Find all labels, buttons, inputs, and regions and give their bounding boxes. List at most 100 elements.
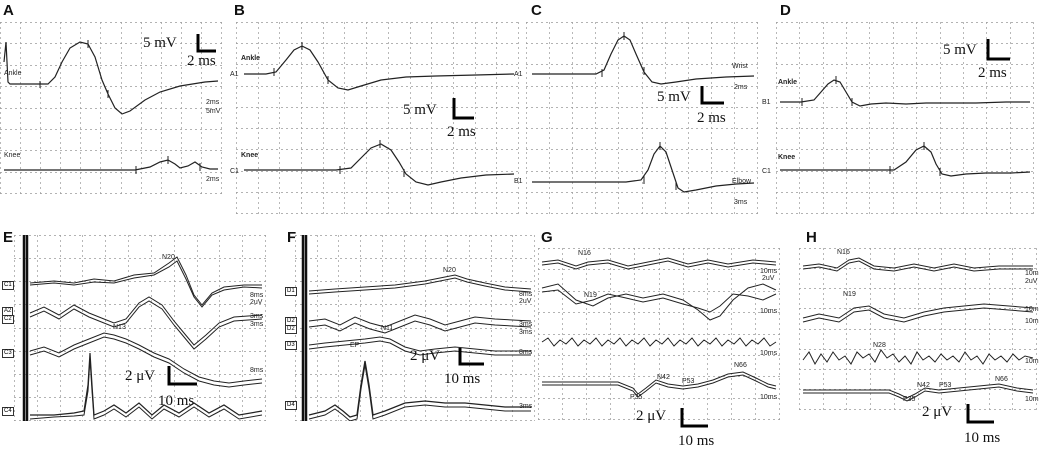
panel-f-peak-n20: N20 xyxy=(443,267,456,274)
panel-b-knee-trace xyxy=(244,143,515,186)
panel-a-ankle-label: Ankle xyxy=(4,70,22,77)
panel-c-scalebar xyxy=(700,86,724,105)
panel-g-scalebar xyxy=(680,408,708,428)
panel-g-right-3: 10ms xyxy=(760,350,778,357)
panel-b-traces xyxy=(244,42,515,186)
panel-c-wrist-time: 2ms xyxy=(734,84,748,91)
panel-f-ch-d2b: D2 xyxy=(285,325,297,334)
panel-f-d2-trace xyxy=(308,314,532,328)
panel-e-ch-c3: C3 xyxy=(2,349,14,358)
panel-f-d4-trace xyxy=(308,360,531,418)
panel-e-stim-artifact xyxy=(22,235,29,421)
panel-e-c2-trace xyxy=(29,296,263,346)
panel-letter-b: B xyxy=(234,2,245,19)
panel-h-noise-trace xyxy=(802,349,1034,366)
panel-f-d1-trace xyxy=(308,274,532,292)
panel-g-n16-trace xyxy=(541,257,777,267)
panel-a-traces xyxy=(3,40,219,174)
panel-f-d4b-trace xyxy=(308,364,531,421)
panel-b-ankle-trace xyxy=(244,45,515,91)
panel-b-ch1-label: A1 xyxy=(230,71,239,78)
panel-f-d3-trace xyxy=(308,336,531,352)
panel-g-peak-n42: N42 xyxy=(657,374,670,381)
panel-e-ch-c2: C2 xyxy=(2,315,14,324)
panel-letter-g: G xyxy=(541,229,553,246)
panel-e-c2b-trace xyxy=(29,300,263,350)
panel-e-c4b-trace xyxy=(29,358,263,420)
panel-f-scale-voltage: 2 μV xyxy=(410,348,441,364)
panel-h-right-2a: 10m xyxy=(1025,306,1039,313)
panel-g-n16b-trace xyxy=(541,260,777,270)
panel-e-traces xyxy=(22,235,263,421)
panel-d-knee-label: Knee xyxy=(778,154,796,161)
panel-e-right-2b: 3ms xyxy=(250,321,264,328)
panel-f-scale-time: 10 ms xyxy=(444,371,481,387)
panel-b-ankle-label: Ankle xyxy=(241,55,261,62)
panel-g-right-2: 10ms xyxy=(760,308,778,315)
panel-b-knee-label: Knee xyxy=(241,152,259,159)
panel-a-ankle-trace xyxy=(3,41,219,115)
panel-h-peak-p35: P35 xyxy=(903,396,916,403)
panel-g-peak-n19: N19 xyxy=(584,292,597,299)
panel-g-right-1a: 10ms xyxy=(760,268,778,275)
panel-d-ch2-label: C1 xyxy=(762,168,771,175)
panel-e-c4-trace xyxy=(30,352,263,416)
panel-a-scale-voltage: 5 mV xyxy=(143,35,177,51)
panel-f: D1 D2 D2 D3 D4 N20 N11 EP 8ms 2uV 3ms 3m… xyxy=(285,235,535,421)
panel-f-right-1a: 8ms xyxy=(519,291,533,298)
panel-h-peak-n42: N42 xyxy=(917,382,930,389)
panel-letter-d: D xyxy=(780,2,791,19)
panel-h-right-4: 10m xyxy=(1025,396,1039,403)
panel-f-d2b-trace xyxy=(308,320,532,334)
panel-e-scale-voltage: 2 μV xyxy=(125,368,156,384)
panel-e-scale-time: 10 ms xyxy=(158,393,195,409)
panel-a-right-label-1b: 5mV xyxy=(206,108,221,115)
panel-g-peak-n66: N66 xyxy=(734,362,747,369)
panel-h-peak-n66: N66 xyxy=(995,376,1008,383)
panel-c-ch1-label: A1 xyxy=(514,71,523,78)
panel-f-d1b-trace xyxy=(308,277,532,295)
panel-f-peak-n11: N11 xyxy=(381,325,394,332)
panel-b-scale-time: 2 ms xyxy=(447,124,476,140)
panel-h-traces xyxy=(802,257,1034,402)
panel-f-scalebar xyxy=(458,348,484,366)
panel-h: N16 N19 N28 N42 P53 N66 P35 10m 2uV 10m … xyxy=(799,248,1039,410)
panel-c-ch2-label: B1 xyxy=(514,178,523,185)
panel-e-ch-c1: C1 xyxy=(2,281,14,290)
panel-c-elbow-label: Elbow xyxy=(732,178,752,185)
panel-b-scalebar xyxy=(452,98,474,120)
panel-d-scale-voltage: 5 mV xyxy=(943,42,977,58)
panel-letter-e: E xyxy=(3,229,14,246)
panel-h-scalebar xyxy=(966,404,994,424)
panel-c-traces xyxy=(532,32,755,193)
panel-d-scalebar xyxy=(986,39,1010,61)
panel-e-c1-trace xyxy=(29,256,262,306)
panel-h-peak-n19: N19 xyxy=(843,291,856,298)
panel-g-peak-p35: P35 xyxy=(630,394,643,401)
panel-a: Ankle Knee 2ms 5mV 2ms xyxy=(0,22,222,194)
panel-h-right-2b: 10m xyxy=(1025,318,1039,325)
panel-c-elbow-time: 3ms xyxy=(734,199,748,206)
panel-g-right-4: 10ms xyxy=(760,394,778,401)
panel-f-ch-d4: D4 xyxy=(285,401,297,410)
panel-h-n16b-trace xyxy=(802,260,1033,272)
panel-g-noise-trace xyxy=(541,337,777,347)
panel-d-knee-trace xyxy=(780,145,1031,177)
panel-b-scale-voltage: 5 mV xyxy=(403,102,437,118)
panel-e-right-1a: 8ms xyxy=(250,292,264,299)
panel-f-right-4: 3ms xyxy=(519,403,533,410)
panel-a-knee-trace xyxy=(4,159,218,171)
panel-letter-c: C xyxy=(531,2,542,19)
panel-g-n42-trace xyxy=(542,371,777,395)
panel-f-right-3: 8ms xyxy=(519,349,533,356)
panel-a-scalebar xyxy=(196,34,216,53)
panel-e-peak-n13: N13 xyxy=(113,324,126,331)
panel-letter-f: F xyxy=(287,229,297,246)
panel-h-n16-trace xyxy=(802,257,1033,269)
panel-h-n19b-trace xyxy=(802,307,1034,323)
panel-g-n19b-trace xyxy=(541,289,777,313)
panel-c: A1 B1 Wrist 2ms Elbow 3ms xyxy=(514,22,758,214)
panel-g-grid xyxy=(538,248,780,420)
panel-h-n42b-trace xyxy=(803,386,1034,402)
panel-c-elbow-trace xyxy=(532,145,755,193)
